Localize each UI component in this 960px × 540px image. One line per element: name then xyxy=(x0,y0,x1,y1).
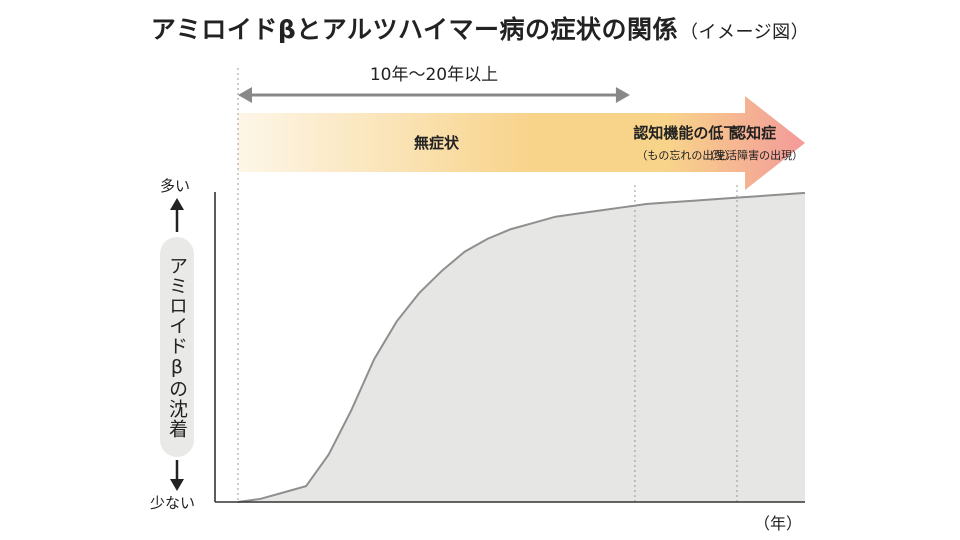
stage-note-2: （生活障害の出現） xyxy=(704,148,803,162)
plot-area xyxy=(237,191,806,503)
duration-arrow-left xyxy=(238,87,252,103)
duration-arrow-right xyxy=(615,87,630,103)
y-top-label: 多い xyxy=(160,177,191,195)
stage-band-arrow xyxy=(238,96,805,190)
duration-label: 10年〜20年以上 xyxy=(370,65,498,85)
y-bottom-label: 少ない xyxy=(150,494,196,512)
stage-label-0: 無症状 xyxy=(414,134,460,152)
title-main: アミロイドβとアルツハイマー病の症状の関係 xyxy=(150,15,678,44)
curve-area xyxy=(238,192,805,503)
y-down-arrow-head xyxy=(170,479,184,491)
stage-label-1: 認知機能の低下 xyxy=(633,124,738,142)
ylabel-background xyxy=(160,237,194,457)
stage-note-1: （もの忘れの出現） xyxy=(636,148,735,162)
marks xyxy=(170,68,805,503)
y-up-arrow-head xyxy=(170,198,184,210)
chart-title: アミロイドβとアルツハイマー病の症状の関係 （イメージ図） xyxy=(0,10,960,46)
title-note: （イメージ図） xyxy=(680,22,810,43)
y-axis-label: アミロイドβの沈着 xyxy=(166,255,188,439)
stage-band xyxy=(238,96,805,190)
x-axis-unit: （年） xyxy=(753,514,802,533)
curve-line xyxy=(237,191,806,503)
stage-label-2: 認知症 xyxy=(731,124,776,142)
